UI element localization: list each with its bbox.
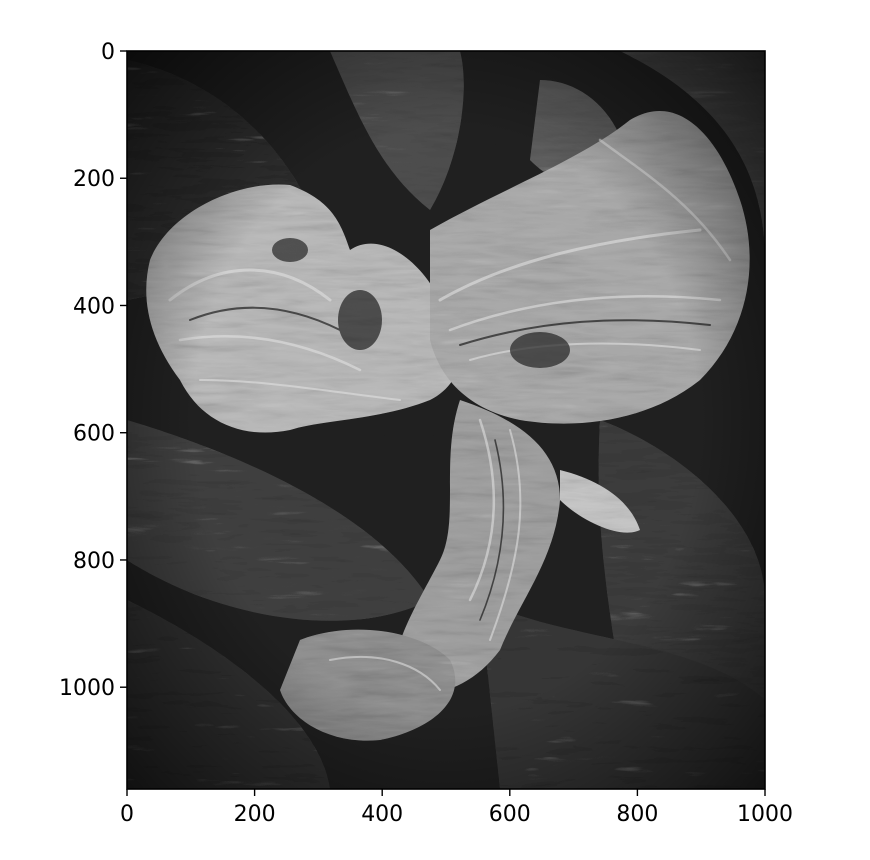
y-axis: 0 200 400 600 800 1000 — [59, 40, 127, 701]
y-tick-label: 800 — [73, 549, 115, 574]
y-tick-label: 600 — [73, 422, 115, 447]
x-tick-label: 0 — [120, 802, 134, 827]
x-tick-label: 400 — [361, 802, 403, 827]
x-tick-label: 800 — [616, 802, 658, 827]
axes-frame — [126, 50, 766, 790]
y-tick-label: 400 — [73, 294, 115, 319]
tree-wood-photo — [127, 51, 765, 789]
y-tick-label: 0 — [101, 40, 115, 65]
y-tick-label: 1000 — [59, 676, 115, 701]
x-tick-label: 600 — [489, 802, 531, 827]
x-tick-label: 200 — [234, 802, 276, 827]
y-tick-label: 200 — [73, 167, 115, 192]
x-axis: 0 200 400 600 800 1000 — [120, 789, 793, 827]
x-tick-label: 1000 — [737, 802, 793, 827]
